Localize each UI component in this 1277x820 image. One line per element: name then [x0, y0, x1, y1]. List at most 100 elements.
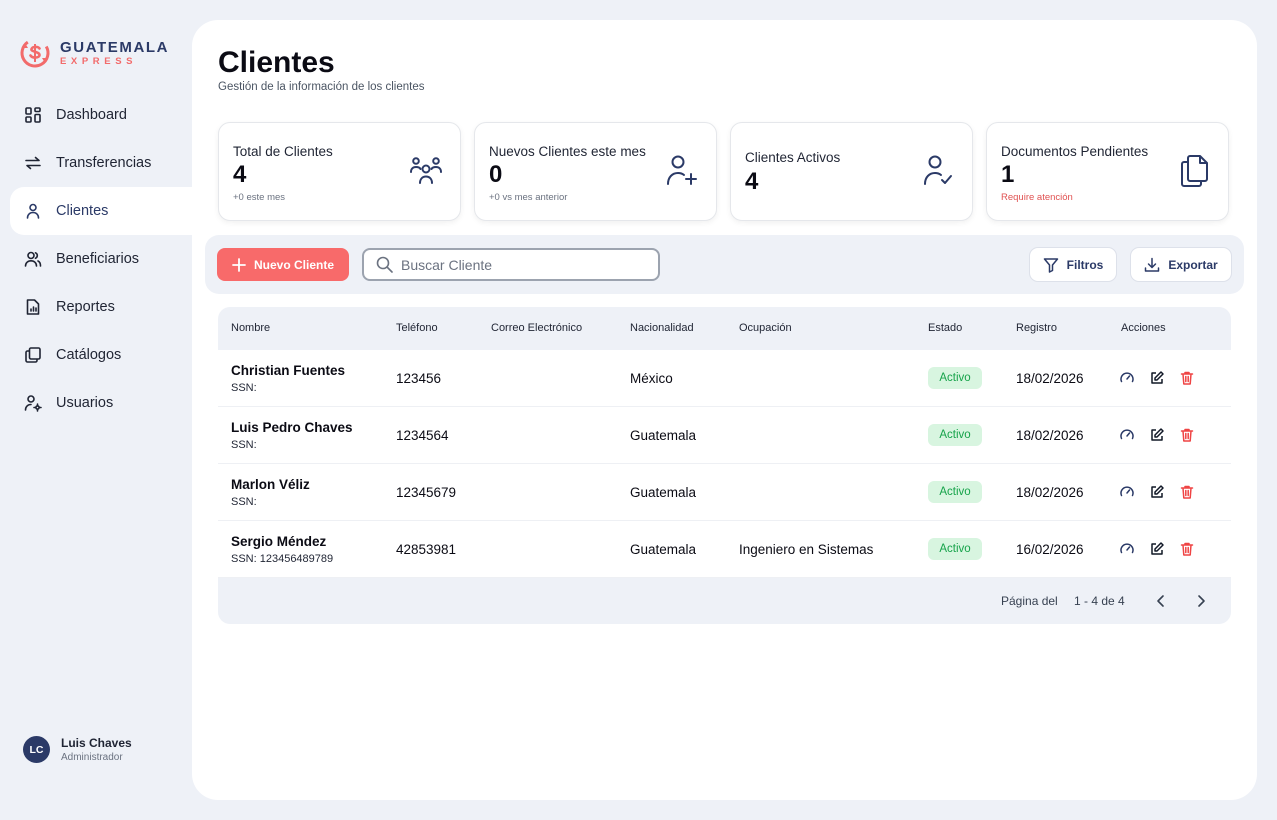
- dashboard-icon: [25, 107, 41, 123]
- users-icon: [24, 251, 42, 267]
- sidebar-item-label: Dashboard: [56, 107, 127, 123]
- export-button[interactable]: Exportar: [1130, 247, 1232, 282]
- view-details-icon[interactable]: [1119, 541, 1135, 557]
- avatar: LC: [23, 736, 50, 763]
- user-profile[interactable]: LC Luis Chaves Administrador: [23, 736, 132, 763]
- stat-value: 0: [489, 161, 503, 188]
- client-phone: 123456: [396, 371, 442, 386]
- row-actions: [1119, 427, 1195, 443]
- stat-title: Nuevos Clientes este mes: [489, 144, 646, 159]
- edit-icon[interactable]: [1149, 427, 1165, 443]
- stat-card-active: Clientes Activos 4: [730, 122, 973, 221]
- catalog-icon: [25, 347, 41, 363]
- sidebar-item-beneficiarios[interactable]: Beneficiarios: [10, 235, 192, 283]
- client-nationality: México: [630, 371, 673, 386]
- status-badge: Activo: [928, 481, 982, 503]
- table-row[interactable]: Sergio Méndez SSN: 123456489789 42853981…: [218, 521, 1231, 578]
- column-header[interactable]: Correo Electrónico: [491, 322, 583, 334]
- delete-icon[interactable]: [1179, 370, 1195, 386]
- view-details-icon[interactable]: [1119, 370, 1135, 386]
- sidebar-item-catalogos[interactable]: Catálogos: [10, 331, 192, 379]
- user-icon: [26, 203, 40, 219]
- group-icon: [410, 157, 442, 184]
- new-client-label: Nuevo Cliente: [253, 257, 334, 272]
- stat-value: 4: [745, 168, 759, 195]
- sidebar: GUATEMALA EXPRESS Dashboard Transferenci…: [0, 0, 192, 820]
- download-icon: [1145, 257, 1160, 272]
- stats-cards: Total de Clientes 4 +0 este mes Nuevos C…: [218, 122, 1229, 221]
- sidebar-item-reportes[interactable]: Reportes: [10, 283, 192, 331]
- table-row[interactable]: Christian Fuentes SSN: 123456 México Act…: [218, 350, 1231, 407]
- client-name: Sergio Méndez: [231, 534, 327, 549]
- table-row[interactable]: Luis Pedro Chaves SSN: 1234564 Guatemala…: [218, 407, 1231, 464]
- stat-title: Total de Clientes: [233, 144, 333, 159]
- filter-button[interactable]: Filtros: [1029, 247, 1117, 282]
- client-name: Marlon Véliz: [231, 477, 310, 492]
- view-details-icon[interactable]: [1119, 427, 1135, 443]
- client-ssn: SSN: 123456489789: [231, 553, 334, 565]
- user-plus-icon: [667, 155, 697, 185]
- client-nationality: Guatemala: [630, 485, 697, 500]
- chevron-right-icon[interactable]: [1192, 592, 1210, 610]
- copy-documents-icon: [1181, 155, 1208, 187]
- column-header[interactable]: Teléfono: [396, 322, 438, 334]
- table-header: Nombre Teléfono Correo Electrónico Nacio…: [218, 307, 1231, 350]
- sidebar-item-label: Clientes: [56, 203, 109, 219]
- delete-icon[interactable]: [1179, 541, 1195, 557]
- column-header[interactable]: Ocupación: [739, 322, 792, 334]
- delete-icon[interactable]: [1179, 427, 1195, 443]
- status-badge: Activo: [928, 424, 982, 446]
- sidebar-item-dashboard[interactable]: Dashboard: [10, 91, 192, 139]
- filter-icon: [1043, 257, 1058, 273]
- edit-icon[interactable]: [1149, 541, 1165, 557]
- status-badge: Activo: [928, 538, 982, 560]
- row-actions: [1119, 484, 1195, 500]
- client-name: Luis Pedro Chaves: [231, 420, 353, 435]
- client-registration-date: 18/02/2026: [1016, 485, 1084, 500]
- column-header[interactable]: Estado: [928, 322, 963, 334]
- main-panel: Clientes Gestión de la información de lo…: [192, 20, 1257, 800]
- user-role: Administrador: [61, 752, 123, 763]
- client-ssn: SSN:: [231, 382, 257, 394]
- chevron-left-icon[interactable]: [1152, 592, 1170, 610]
- view-details-icon[interactable]: [1119, 484, 1135, 500]
- stat-title: Clientes Activos: [745, 150, 841, 165]
- pagination-label: Página del: [1001, 594, 1058, 608]
- page-title: Clientes: [218, 46, 335, 79]
- client-occupation: Ingeniero en Sistemas: [739, 542, 874, 557]
- column-header[interactable]: Nacionalidad: [630, 322, 694, 334]
- edit-icon[interactable]: [1149, 484, 1165, 500]
- search-input[interactable]: [401, 256, 641, 273]
- transfer-icon: [25, 156, 41, 170]
- column-header[interactable]: Registro: [1016, 322, 1057, 334]
- search-box[interactable]: [362, 248, 660, 281]
- brand-logo[interactable]: GUATEMALA EXPRESS: [18, 36, 169, 70]
- sidebar-item-label: Reportes: [56, 299, 115, 315]
- table-row[interactable]: Marlon Véliz SSN: 12345679 Guatemala Act…: [218, 464, 1231, 521]
- row-actions: [1119, 370, 1195, 386]
- stat-value: 4: [233, 161, 247, 188]
- sidebar-item-label: Beneficiarios: [56, 251, 140, 267]
- user-name: Luis Chaves: [61, 736, 132, 750]
- column-header[interactable]: Nombre: [231, 322, 271, 334]
- client-ssn: SSN:: [231, 496, 257, 508]
- clients-table: Nombre Teléfono Correo Electrónico Nacio…: [218, 307, 1231, 624]
- client-registration-date: 16/02/2026: [1016, 542, 1084, 557]
- pagination: Página del 1 - 4 de 4: [218, 578, 1231, 624]
- sidebar-item-transferencias[interactable]: Transferencias: [10, 139, 192, 187]
- logo-icon: [20, 38, 50, 68]
- edit-icon[interactable]: [1149, 370, 1165, 386]
- client-nationality: Guatemala: [630, 428, 697, 443]
- new-client-button[interactable]: Nuevo Cliente: [217, 248, 349, 281]
- report-icon: [26, 299, 40, 315]
- user-gear-icon: [24, 395, 42, 412]
- delete-icon[interactable]: [1179, 484, 1195, 500]
- sidebar-item-usuarios[interactable]: Usuarios: [10, 379, 192, 427]
- sidebar-item-label: Usuarios: [56, 395, 114, 411]
- search-icon: [376, 256, 393, 273]
- brand-name: GUATEMALA: [60, 38, 170, 56]
- pagination-range: 1 - 4 de 4: [1074, 594, 1125, 608]
- sidebar-item-label: Catálogos: [56, 347, 122, 363]
- status-badge: Activo: [928, 367, 982, 389]
- sidebar-item-clientes[interactable]: Clientes: [10, 187, 192, 235]
